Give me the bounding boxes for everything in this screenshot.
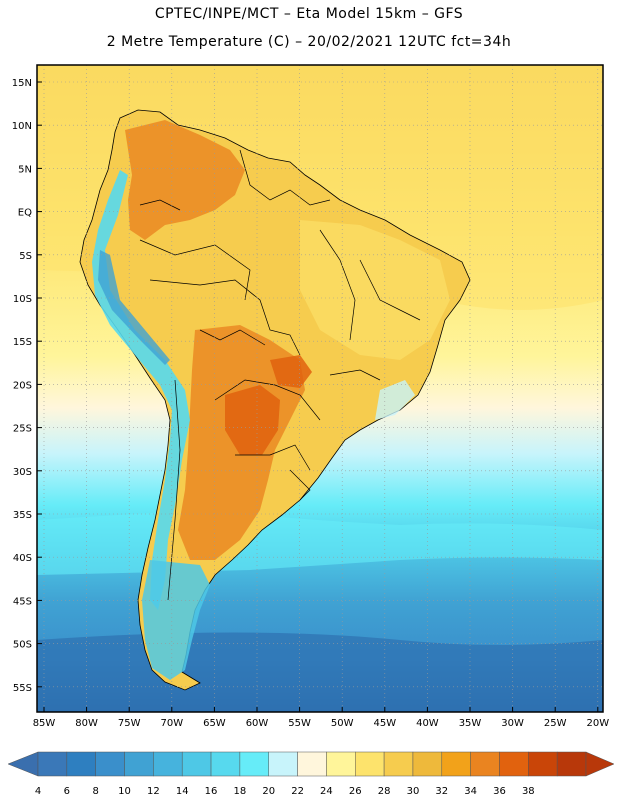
lat-label: 15N <box>12 78 32 89</box>
legend-swatch <box>37 751 68 777</box>
legend-value: 34 <box>464 786 477 797</box>
lon-label: 20W <box>586 718 609 729</box>
legend-swatch <box>95 751 125 777</box>
lon-label: 65W <box>203 718 226 729</box>
legend-value: 8 <box>92 786 98 797</box>
lon-label: 30W <box>501 718 524 729</box>
legend-swatch <box>470 751 500 777</box>
legend-arrow-left <box>7 751 39 777</box>
legend-swatch <box>556 751 587 777</box>
legend-swatch <box>239 751 269 777</box>
hot-region-north <box>125 120 245 240</box>
lon-label: 55W <box>288 718 311 729</box>
legend-swatch <box>383 751 414 777</box>
map-title: CPTEC/INPE/MCT – Eta Model 15km – GFS <box>154 6 464 22</box>
legend-swatch <box>355 751 385 777</box>
legend-value: 32 <box>435 786 448 797</box>
legend-value: 28 <box>378 786 391 797</box>
andes-cool-strip <box>92 170 190 610</box>
lat-label: 45S <box>13 596 32 607</box>
lat-label: 5N <box>18 164 32 175</box>
hot-spot-pantanal <box>270 355 312 388</box>
legend-swatch <box>297 751 327 777</box>
legend-value: 4 <box>35 786 41 797</box>
lat-label: 10N <box>12 121 32 132</box>
color-legend: 4 6 8 10 12 14 16 18 20 22 24 26 28 30 32 34 36 38 <box>7 751 615 797</box>
legend-value: 20 <box>262 786 275 797</box>
legend-value: 10 <box>118 786 131 797</box>
lat-label: 55S <box>13 683 32 694</box>
patagonia-cool <box>142 560 210 680</box>
legend-arrow-right <box>585 751 615 777</box>
legend-value: 38 <box>522 786 535 797</box>
legend-value: 14 <box>176 786 189 797</box>
legend-value: 30 <box>407 786 420 797</box>
legend-value: 22 <box>291 786 304 797</box>
legend-swatch <box>181 751 212 777</box>
andes-cold-core <box>98 250 170 365</box>
country-borders <box>139 149 421 601</box>
legend-value: 36 <box>493 786 506 797</box>
legend-swatch <box>124 751 154 777</box>
lon-label: 80W <box>75 718 98 729</box>
lat-label: 50S <box>13 640 32 651</box>
lon-label: 75W <box>118 718 141 729</box>
legend-swatch <box>441 751 471 777</box>
lon-label: 35W <box>459 718 482 729</box>
lon-label: 50W <box>331 718 354 729</box>
very-hot-core <box>225 385 280 455</box>
lon-label: 60W <box>246 718 269 729</box>
legend-swatch <box>268 751 298 777</box>
lat-label: 40S <box>13 553 32 564</box>
legend-value: 16 <box>205 786 218 797</box>
legend-value: 18 <box>234 786 247 797</box>
lon-label: 25W <box>544 718 567 729</box>
lat-label: 30S <box>13 467 32 478</box>
longitude-axis: 85W 80W 75W 70W 65W 60W 55W 50W 45W 40W 35W 30W 25W 2… <box>33 707 609 729</box>
legend-swatch <box>210 751 241 777</box>
legend-swatch <box>153 751 183 777</box>
lat-label: 25S <box>13 424 32 435</box>
lat-label: 20S <box>13 380 32 391</box>
legend-value: 12 <box>147 786 160 797</box>
lat-label: 35S <box>13 510 32 521</box>
legend-swatch <box>499 751 529 777</box>
lon-label: 85W <box>33 718 56 729</box>
map-frame <box>36 64 604 713</box>
lon-label: 45W <box>373 718 396 729</box>
legend-swatch <box>66 751 96 777</box>
lon-label: 40W <box>416 718 439 729</box>
latitude-axis: 15N 10N 5N EQ 5S 10S 15S 20S 25S 30S 35S 40S 45S 50S 5… <box>12 78 42 694</box>
legend-swatch <box>326 751 356 777</box>
lon-label: 70W <box>160 718 183 729</box>
legend-swatch <box>412 751 443 777</box>
legend-value: 6 <box>64 786 70 797</box>
lat-label: 5S <box>19 251 32 262</box>
lat-label: EQ <box>18 208 32 219</box>
lat-label: 10S <box>13 294 32 305</box>
legend-value: 24 <box>320 786 333 797</box>
legend-swatch <box>528 751 558 777</box>
legend-value: 26 <box>349 786 362 797</box>
map-subtitle: 2 Metre Temperature (C) – 20/02/2021 12U… <box>106 34 512 50</box>
coastal-cool <box>375 380 415 420</box>
lat-label: 15S <box>13 337 32 348</box>
